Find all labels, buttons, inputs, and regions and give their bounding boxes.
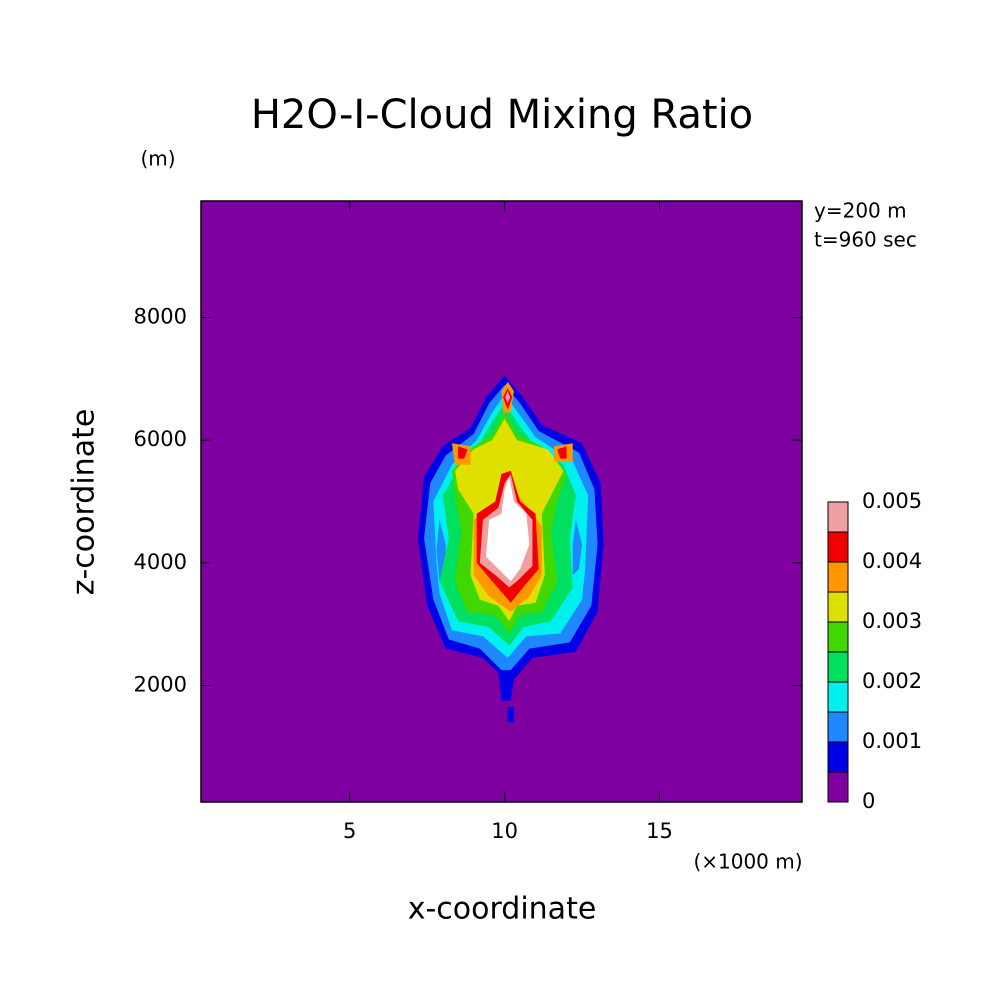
contour-region xyxy=(458,446,468,459)
x-tick-label: 15 xyxy=(646,819,673,843)
annotation: t=960 sec xyxy=(814,228,917,252)
y-unit: (m) xyxy=(140,147,175,171)
colorbar-bin xyxy=(827,501,849,533)
colorbar-bin xyxy=(827,711,849,743)
colorbar-bin xyxy=(827,591,849,623)
x-tick-label: 5 xyxy=(343,819,356,843)
y-tick-label: 4000 xyxy=(134,550,187,574)
contour-region xyxy=(486,476,530,582)
colorbar-label: 0.002 xyxy=(862,669,922,693)
colorbar-bin xyxy=(827,531,849,563)
chart-title: H2O-I-Cloud Mixing Ratio xyxy=(251,92,753,138)
annotation: y=200 m xyxy=(814,199,907,223)
contour-region xyxy=(572,519,583,576)
colorbar-bin xyxy=(827,561,849,593)
contour-region xyxy=(505,391,511,404)
contour-region xyxy=(557,446,567,459)
colorbar-bin xyxy=(827,621,849,653)
colorbar-label: 0.005 xyxy=(862,489,922,513)
colorbar-label: 0.004 xyxy=(862,549,922,573)
y-tick-label: 8000 xyxy=(134,305,187,329)
y-tick-label: 6000 xyxy=(134,427,187,451)
colorbar-bin xyxy=(827,681,849,713)
colorbar-label: 0.003 xyxy=(862,609,922,633)
colorbar-label: 0.001 xyxy=(862,729,922,753)
colorbar-label: 0 xyxy=(862,789,875,813)
contour-region xyxy=(507,706,514,723)
colorbar-bin xyxy=(827,741,849,773)
colorbar-bin xyxy=(827,651,849,683)
plot-frame xyxy=(200,200,803,803)
x-axis-label: x-coordinate xyxy=(408,892,597,927)
y-axis-label: z-coordinate xyxy=(67,409,102,596)
x-unit: (×1000 m) xyxy=(693,850,802,874)
x-tick-label: 10 xyxy=(491,819,518,843)
colorbar-bin xyxy=(827,771,849,803)
y-tick-label: 2000 xyxy=(134,672,187,696)
